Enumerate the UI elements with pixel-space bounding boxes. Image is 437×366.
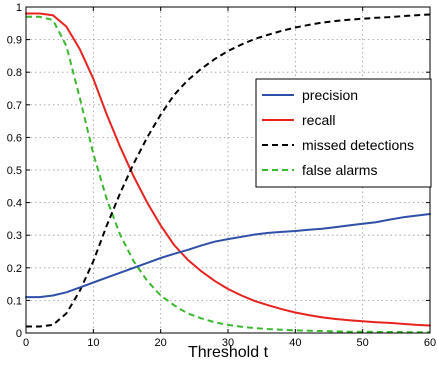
- y-tick-label: 0.6: [7, 132, 22, 144]
- y-tick-label: 0: [16, 328, 22, 340]
- y-tick-label: 0.8: [7, 67, 22, 79]
- y-tick-label: 0.9: [7, 35, 22, 47]
- x-tick-label: 60: [424, 337, 436, 349]
- series-line-missed-detections: [26, 13, 431, 328]
- y-tick-label: 0.4: [7, 198, 22, 210]
- legend: precision recall missed detections false al…: [255, 78, 432, 188]
- y-tick-label: 0.1: [7, 295, 22, 307]
- y-tick-label: 0.7: [7, 100, 22, 112]
- y-tick-label: 0.3: [7, 230, 22, 242]
- y-tick-label: 1: [16, 2, 22, 14]
- legend-label: missed detections: [302, 137, 414, 153]
- y-tick-label: 0.2: [7, 263, 22, 275]
- series-line-precision: [25, 213, 431, 299]
- x-tick-label: 10: [87, 337, 99, 349]
- x-tick-label: 20: [155, 337, 167, 349]
- axis-ticks: 0 10 20 30 40 50 60 0 0.1 0.2 0.3 0.4 0.5 0.6 0.7 0.8 0.…: [7, 2, 436, 349]
- series-line-recall: [25, 12, 431, 327]
- x-tick-label: 0: [23, 337, 29, 349]
- y-tick-label: 0.5: [7, 165, 22, 177]
- legend-label: false alarms: [302, 162, 377, 178]
- x-tick-label: 40: [289, 337, 301, 349]
- x-tick-label: 30: [222, 337, 234, 349]
- x-tick-label: 50: [357, 337, 369, 349]
- legend-label: recall: [302, 112, 335, 128]
- legend-label: precision: [302, 87, 358, 103]
- x-axis-label: Threshold t: [188, 344, 269, 361]
